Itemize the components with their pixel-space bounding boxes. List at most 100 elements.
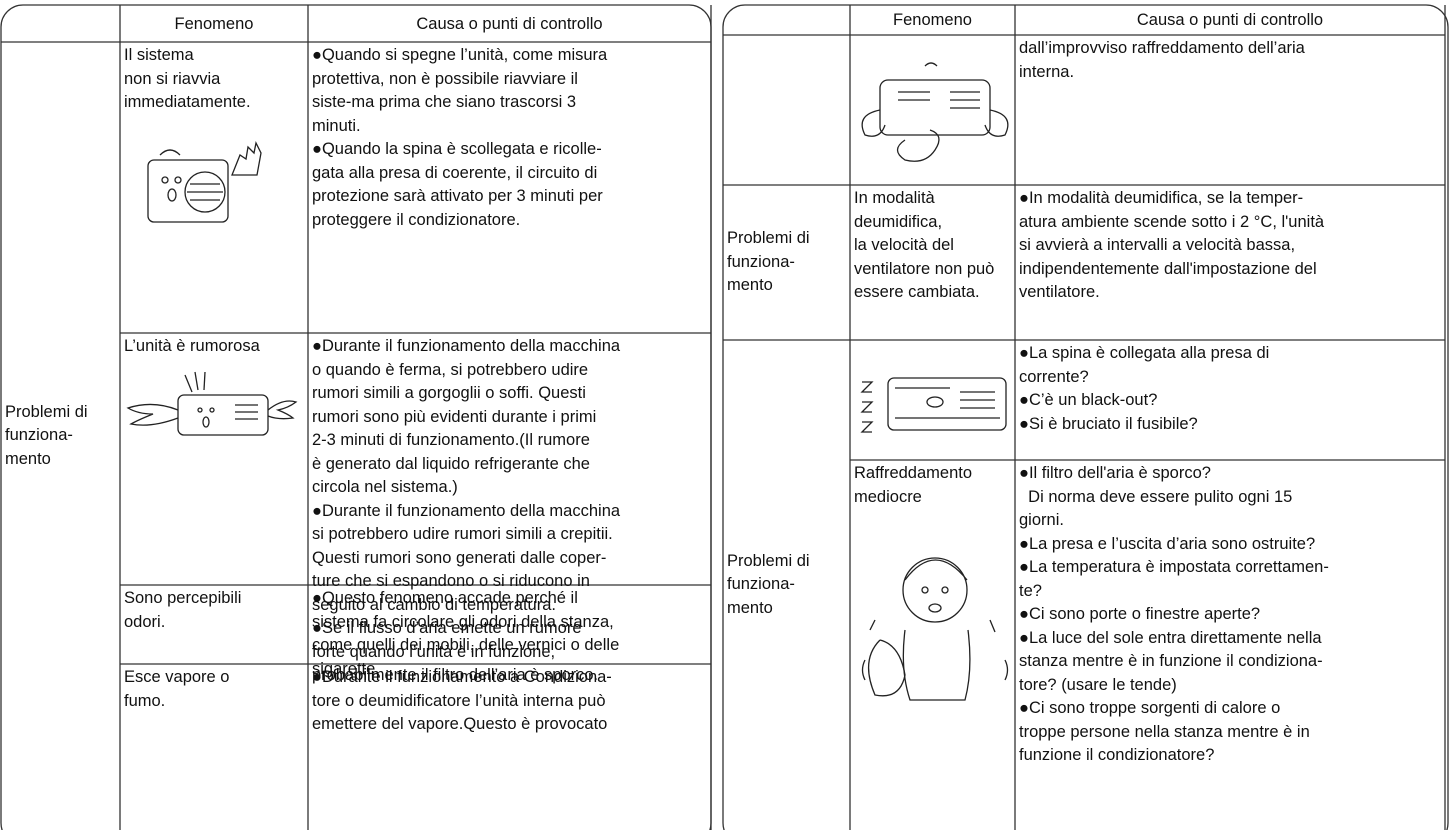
text-line: siste-ma prima che siano trascorsi 3 — [312, 93, 577, 111]
text-line: si avvierà a intervalli a velocità bassa… — [1019, 236, 1296, 254]
text-line: ●In modalità deumidifica, se la temper- — [1019, 189, 1304, 207]
text-line: In modalità — [854, 189, 935, 207]
text-line: emettere del vapore.Questo è provocato — [312, 715, 608, 733]
text-line: ●La spina è collegata alla presa di — [1019, 344, 1270, 362]
text-line: ture che si espandono o si riducono in — [312, 572, 590, 590]
text-line: fumo. — [124, 691, 166, 710]
phenomenon: L’unità è rumorosa — [124, 335, 260, 359]
text-line: ●Durante il funzionamento della macchina — [312, 337, 621, 355]
text-line: circola nel sistema.) — [312, 478, 458, 496]
text-line: ●La presa e l’uscita d’aria sono ostruit… — [1019, 534, 1316, 553]
cold-air-unit-icon — [861, 62, 1009, 162]
text-line: Problemi di — [5, 402, 88, 421]
text-line: ●Ci sono porte o finestre aperte? — [1019, 605, 1261, 623]
text-line: forte quando l’unità è in funzione, — [312, 642, 556, 661]
text-line: rumori simili a gorgoglii o soffi. Quest… — [312, 384, 586, 402]
text-line: dall’improvviso raffreddamento dell’aria — [1019, 39, 1305, 57]
text-line: Problemi di — [727, 229, 810, 248]
text-line: ●Il filtro dell'aria è sporco? — [1019, 464, 1211, 482]
text-line: te? — [1019, 581, 1042, 600]
text-line: deumidifica, — [854, 212, 943, 231]
text-line: ●Ci sono troppe sorgenti di calore o — [1019, 699, 1281, 717]
text-line: atura ambiente scende sotto i 2 °C, l'un… — [1019, 212, 1325, 231]
text-line: ●La luce del sole entra direttamente nel… — [1019, 628, 1322, 647]
text-line: tore? (usare le tende) — [1019, 675, 1177, 694]
cause: ●Il filtro dell'aria è sporco? Di norma … — [1019, 462, 1329, 768]
text-line: rumori sono più evidenti durante i primi — [312, 407, 597, 426]
text-line: sistema fa circolare gli odori della sta… — [312, 612, 614, 631]
text-line: protezione sarà attivato per 3 minuti pe… — [312, 187, 603, 205]
text-line: L’unità è rumorosa — [124, 337, 260, 355]
cause: ●In modalità deumidifica, se la temper-a… — [1019, 187, 1324, 305]
sleeping-unit-icon — [860, 377, 1007, 433]
text-line: si potrebbero udire rumori simili a crep… — [312, 525, 613, 543]
cause: ●Quando si spegne l’unità, come misura pr… — [312, 44, 607, 232]
text-line: funziona- — [5, 426, 73, 445]
text-line: corrente? — [1019, 367, 1089, 386]
text-line: tore o deumidificatore l’unità interna p… — [312, 691, 606, 710]
text-line: protettiva, non è possibile riavviare il — [312, 69, 578, 88]
text-line: Di norma deve essere pulito ogni 15 — [1019, 487, 1293, 506]
text-line: Raffreddamento — [854, 464, 973, 482]
text-line: ●Se il flusso d’aria emette un rumore — [312, 619, 582, 637]
text-line: Questi rumori sono generati dalle coper- — [312, 548, 607, 567]
text-line: proteggere il condizionatore. — [312, 210, 521, 229]
text-line: ●Questo fenomeno accade perché il — [312, 589, 578, 607]
text-line: mediocre — [854, 487, 922, 506]
text-line: Problemi di — [727, 551, 810, 570]
hot-person-icon — [861, 557, 1009, 701]
text-line: mento — [5, 449, 51, 468]
text-line: non si riavvia — [124, 69, 221, 88]
noisy-unit-icon — [126, 371, 298, 436]
column-header: Fenomeno — [174, 14, 254, 33]
text-line: ●Quando la spina è scollegata e ricolle- — [312, 140, 602, 158]
text-line: è generato dal liquido refrigerante che — [312, 454, 590, 473]
column-header: Causa o punti di controllo — [1136, 11, 1324, 29]
text-line: ventilatore non può — [854, 259, 995, 278]
text-line: seguito al cambio di temperatura. — [312, 595, 556, 614]
text-line: ●Durante il funzionamento della macchina — [312, 501, 621, 520]
text-line: come quelli dei mobili, delle vernici o … — [312, 636, 620, 654]
cause: ●Durante il funzionamento della macchina… — [312, 335, 620, 688]
text-line: ●Durante il funzionamento a Condiziona- — [312, 668, 612, 686]
phenomenon: Sono percepibili odori. — [124, 587, 241, 634]
text-line: Esce vapore o — [124, 668, 230, 686]
group-label: Problemi di funziona-mento — [727, 227, 810, 298]
cause: ●La spina è collegata alla presa di corre… — [1019, 342, 1269, 436]
text-line: gata alla presa di coerente, il circuito… — [312, 163, 598, 182]
text-line: Il sistema — [124, 46, 194, 64]
text-line: stanza mentre è in funzione il condizion… — [1019, 652, 1323, 670]
text-line: immediatamente. — [124, 93, 251, 111]
right-frame — [722, 4, 1449, 830]
text-line: Sono percepibili — [124, 589, 242, 607]
phenomenon: Esce vapore o fumo. — [124, 666, 229, 713]
text-line: ●Quando si spegne l’unità, come misura — [312, 46, 608, 64]
text-line: o quando è ferma, si potrebbero udire — [312, 360, 589, 379]
phenomenon: Raffreddamento mediocre — [854, 462, 972, 509]
text-line: ●C’è un black-out? — [1019, 391, 1158, 409]
text-line: essere cambiata. — [854, 283, 980, 301]
text-line: sigarette. — [312, 659, 380, 678]
group-label: Problemi di funziona-mento — [5, 401, 88, 472]
text-line: minuti. — [312, 116, 361, 135]
text-line: ●Si è bruciato il fusibile? — [1019, 414, 1198, 433]
text-line: ●La temperatura è impostata correttamen- — [1019, 558, 1329, 576]
unit-stop-icon — [147, 141, 262, 223]
group-label: Problemi di funziona-mento — [727, 550, 810, 621]
phenomenon: Il sistema non si riavvia immediatamente. — [124, 44, 251, 115]
text-line: troppe persone nella stanza mentre è in — [1019, 722, 1310, 741]
text-line: indipendentemente dall'impostazione del — [1019, 259, 1317, 278]
text-line: ventilatore. — [1019, 283, 1100, 301]
cause: ●Questo fenomeno accade perché il sistema… — [312, 587, 619, 681]
text-line: odori. — [124, 612, 166, 631]
text-line: funzione il condizionatore? — [1019, 746, 1215, 764]
column-header: Fenomeno — [893, 11, 972, 29]
left-frame — [0, 4, 712, 830]
text-line: probabilmente il filtro dell’aria è spor… — [312, 666, 599, 684]
text-line: mento — [727, 598, 773, 617]
text-line: 2-3 minuti di funzionamento.(Il rumore — [312, 431, 590, 449]
text-line: interna. — [1019, 62, 1075, 81]
phenomenon: In modalità deumidifica, la velocità del ve… — [854, 187, 994, 305]
